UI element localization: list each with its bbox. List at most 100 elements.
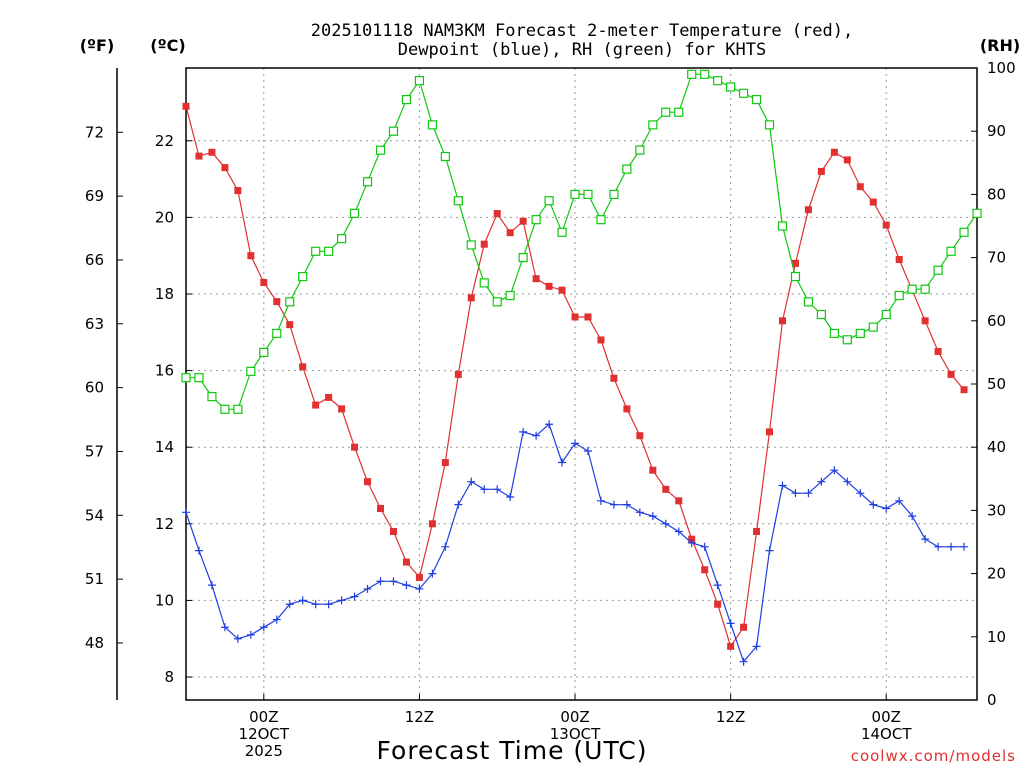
temperature-marker [312, 401, 320, 409]
rh-marker [622, 164, 632, 174]
rh-marker [298, 271, 308, 282]
temperature-marker [428, 520, 436, 528]
dewpoint-marker [791, 489, 800, 498]
rh-marker [259, 347, 269, 357]
celsius-axis-unit: (ºC) [150, 36, 185, 55]
rh-marker [272, 328, 282, 339]
dewpoint-marker [272, 615, 281, 624]
rh-tick-label: 20 [987, 565, 1006, 583]
rh-marker [596, 215, 606, 225]
temperature-marker [934, 347, 942, 355]
dewpoint-marker [739, 657, 748, 666]
rh-marker [829, 328, 839, 339]
dewpoint-marker [220, 623, 229, 632]
temperature-marker [558, 286, 566, 294]
rh-marker [505, 290, 515, 301]
fahrenheit-tick-label: 72 [85, 123, 104, 141]
temperature-marker [921, 317, 929, 325]
time-tick-label: 00Z [560, 708, 589, 726]
dewpoint-marker [233, 634, 242, 643]
dewpoint-marker [506, 492, 515, 501]
rh-tick-label: 70 [987, 249, 1006, 267]
rh-tick-label: 30 [987, 501, 1006, 519]
dewpoint-marker [519, 427, 528, 436]
fahrenheit-tick-label: 63 [85, 315, 104, 333]
temperature-marker [415, 573, 423, 581]
rh-marker [181, 373, 191, 383]
chart-title: 2025101118 NAM3KM Forecast 2-meter Tempe… [311, 21, 853, 60]
dewpoint-marker [752, 642, 761, 651]
dewpoint-marker [960, 542, 969, 551]
temperature-marker [402, 558, 410, 566]
rh-marker [648, 120, 658, 130]
rh-marker [972, 208, 982, 218]
plot-frame [185, 67, 978, 701]
rh-marker [544, 196, 554, 206]
temperature-marker [584, 313, 592, 321]
fahrenheit-axis-unit: (ºF) [80, 36, 115, 55]
celsius-tick-label: 8 [164, 668, 174, 686]
rh-axis-unit: (RH) [980, 36, 1020, 55]
time-tick-label: 12Z [405, 708, 434, 726]
celsius-tick-label: 16 [155, 362, 174, 380]
dewpoint-marker [545, 420, 554, 429]
temperature-marker [454, 370, 462, 378]
dewpoint-marker [713, 581, 722, 590]
dewpoint-marker [817, 477, 826, 486]
temperature-marker [260, 278, 268, 286]
dewpoint-marker [454, 500, 463, 509]
temperature-line [185, 106, 965, 648]
rh-marker [609, 189, 619, 199]
rh-marker [933, 265, 943, 275]
dewpoint-marker [622, 500, 631, 509]
dewpoint-marker [609, 500, 618, 509]
celsius-tick-label: 14 [155, 438, 174, 456]
dewpoint-marker [934, 542, 943, 551]
rh-marker [492, 297, 502, 307]
dewpoint-marker [246, 630, 255, 639]
time-tick-label: 13OCT [550, 725, 601, 743]
rh-marker [816, 309, 826, 320]
rh-tick-label: 100 [987, 59, 1016, 77]
dewpoint-marker [363, 584, 372, 593]
time-tick-label: 00Z [249, 708, 278, 726]
rh-marker [246, 366, 256, 376]
fahrenheit-tick-label: 60 [85, 379, 104, 397]
rh-marker [388, 126, 399, 136]
temperature-marker [286, 321, 294, 329]
rh-marker [868, 322, 878, 332]
temperature-marker [701, 566, 709, 574]
data-series [181, 69, 982, 666]
temperature-marker [389, 527, 397, 535]
rh-marker [920, 284, 930, 294]
celsius-tick-label: 22 [155, 132, 174, 150]
rh-marker [803, 297, 814, 307]
temperature-marker [766, 428, 774, 436]
rh-marker [427, 120, 437, 130]
rh-marker [220, 404, 230, 414]
temperature-marker [817, 167, 825, 175]
dewpoint-marker [311, 600, 320, 609]
temperature-marker [675, 497, 683, 505]
temperature-marker [856, 183, 864, 191]
temperature-marker [247, 252, 255, 260]
dewpoint-marker [428, 569, 437, 578]
temperature-marker [662, 485, 670, 493]
temperature-marker [778, 317, 786, 325]
temperature-marker [882, 221, 890, 229]
rh-marker [687, 69, 697, 79]
dewpoint-marker [389, 577, 398, 586]
dewpoint-marker [882, 504, 891, 513]
rh-marker [440, 151, 450, 162]
rh-marker [518, 253, 528, 263]
temperature-marker [947, 370, 955, 378]
temperature-marker [234, 187, 242, 195]
temperature-marker [830, 148, 838, 156]
watermark: coolwx.com/models [851, 747, 1016, 765]
temperature-marker [740, 623, 748, 631]
rh-tick-label: 40 [987, 438, 1006, 456]
rh-marker [194, 373, 204, 383]
rh-marker [570, 189, 580, 199]
dewpoint-marker [532, 431, 541, 440]
